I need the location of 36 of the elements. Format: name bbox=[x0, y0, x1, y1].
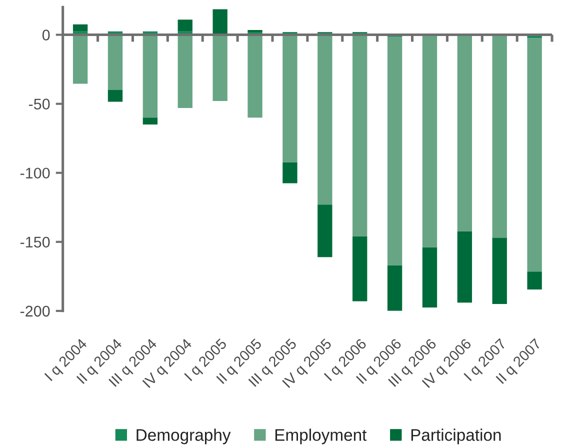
bar bbox=[72, 24, 88, 32]
bar bbox=[457, 232, 472, 303]
y-tick-label: -100 bbox=[20, 168, 50, 179]
bar bbox=[492, 238, 507, 304]
bar bbox=[352, 34, 368, 236]
bar bbox=[387, 36, 402, 266]
bar bbox=[178, 20, 192, 32]
bar bbox=[178, 34, 192, 108]
legend-label: Demography bbox=[136, 428, 231, 444]
bar bbox=[422, 34, 438, 248]
bar bbox=[457, 34, 472, 232]
y-tick-label: -200 bbox=[20, 306, 50, 317]
bar bbox=[318, 204, 332, 258]
y-tick-label: -150 bbox=[20, 236, 50, 248]
bar bbox=[142, 34, 158, 118]
bar bbox=[248, 30, 262, 32]
bar bbox=[387, 265, 402, 311]
bar bbox=[108, 90, 123, 102]
legend-label: Employment bbox=[275, 428, 367, 444]
bar bbox=[282, 162, 298, 184]
bar bbox=[248, 34, 262, 118]
y-tick-label: -50 bbox=[28, 98, 50, 110]
bar bbox=[527, 272, 542, 290]
y-tick-label: 0 bbox=[42, 30, 50, 40]
bar bbox=[108, 34, 123, 90]
bar bbox=[72, 34, 88, 84]
bar bbox=[282, 34, 298, 162]
bar bbox=[142, 118, 158, 125]
bar bbox=[422, 247, 438, 308]
bar bbox=[212, 9, 228, 35]
bar bbox=[352, 236, 368, 302]
bar bbox=[492, 34, 507, 238]
bar bbox=[527, 38, 542, 272]
legend-label: Participation bbox=[411, 428, 501, 444]
bar bbox=[212, 34, 228, 102]
bar bbox=[318, 34, 332, 205]
